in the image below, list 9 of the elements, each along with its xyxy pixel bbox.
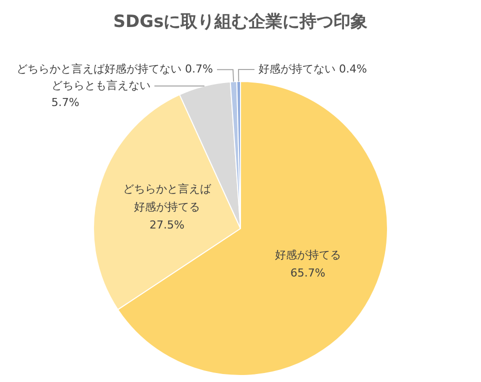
- slice-label: 好感が持てない 0.4%: [258, 62, 367, 76]
- data-label: 65.7%: [290, 266, 326, 280]
- chart-title: SDGsに取り組む企業に持つ印象: [112, 11, 369, 34]
- data-label: 27.5%: [150, 218, 185, 232]
- slice-label: どちらかと言えば好感が持てない 0.7%: [16, 62, 214, 76]
- slice-label: どちらとも言えない: [51, 78, 150, 92]
- data-label: 5.7%: [51, 96, 80, 109]
- slice-label: 好感が持てる: [274, 248, 341, 262]
- slice-label: どちらかと言えば好感が持てる: [123, 182, 212, 214]
